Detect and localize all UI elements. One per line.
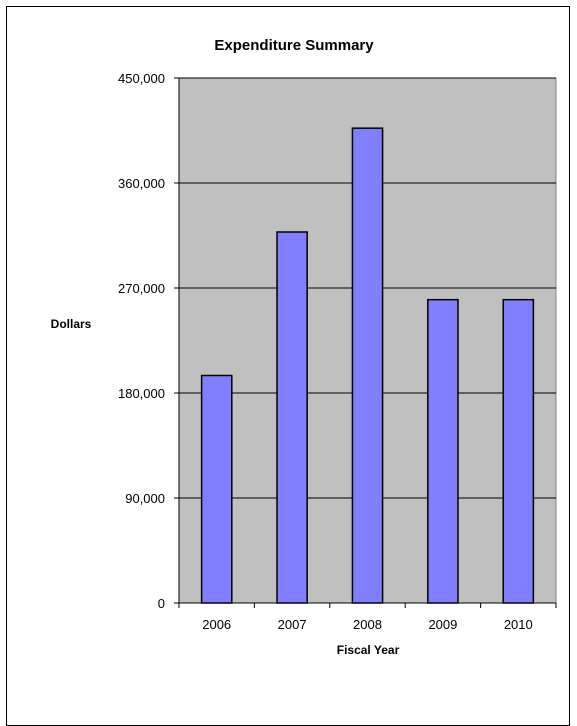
bar-2007 xyxy=(276,231,308,604)
y-tick-label-5: 450,000 xyxy=(118,71,165,86)
bars xyxy=(200,127,535,604)
bar-chart: Expenditure Summary Dollars Fiscal Year … xyxy=(51,37,557,657)
x-tick-label-2008: 2008 xyxy=(353,617,382,632)
y-tick-label-1: 90,000 xyxy=(125,491,165,506)
x-tick-label-2009: 2009 xyxy=(428,617,457,632)
x-tick-labels: 2006 2007 2008 2009 2010 xyxy=(202,617,533,632)
axes xyxy=(174,77,557,608)
x-axis-label: Fiscal Year xyxy=(337,643,400,657)
bar-2008 xyxy=(351,127,384,604)
y-tick-label-3: 270,000 xyxy=(118,281,165,296)
y-tick-labels: 0 90,000 180,000 270,000 360,000 450,000 xyxy=(118,71,165,611)
x-tick-label-2006: 2006 xyxy=(202,617,231,632)
bar-2006 xyxy=(200,374,233,604)
y-tick-label-2: 180,000 xyxy=(118,386,165,401)
y-tick-label-4: 360,000 xyxy=(118,176,165,191)
bar-2010 xyxy=(502,298,535,604)
x-tick-label-2007: 2007 xyxy=(278,617,307,632)
y-axis-label: Dollars xyxy=(51,317,92,331)
chart-title: Expenditure Summary xyxy=(214,37,374,54)
x-tick-label-2010: 2010 xyxy=(504,617,533,632)
bar-2009 xyxy=(427,298,459,604)
y-tick-label-0: 0 xyxy=(158,596,165,611)
